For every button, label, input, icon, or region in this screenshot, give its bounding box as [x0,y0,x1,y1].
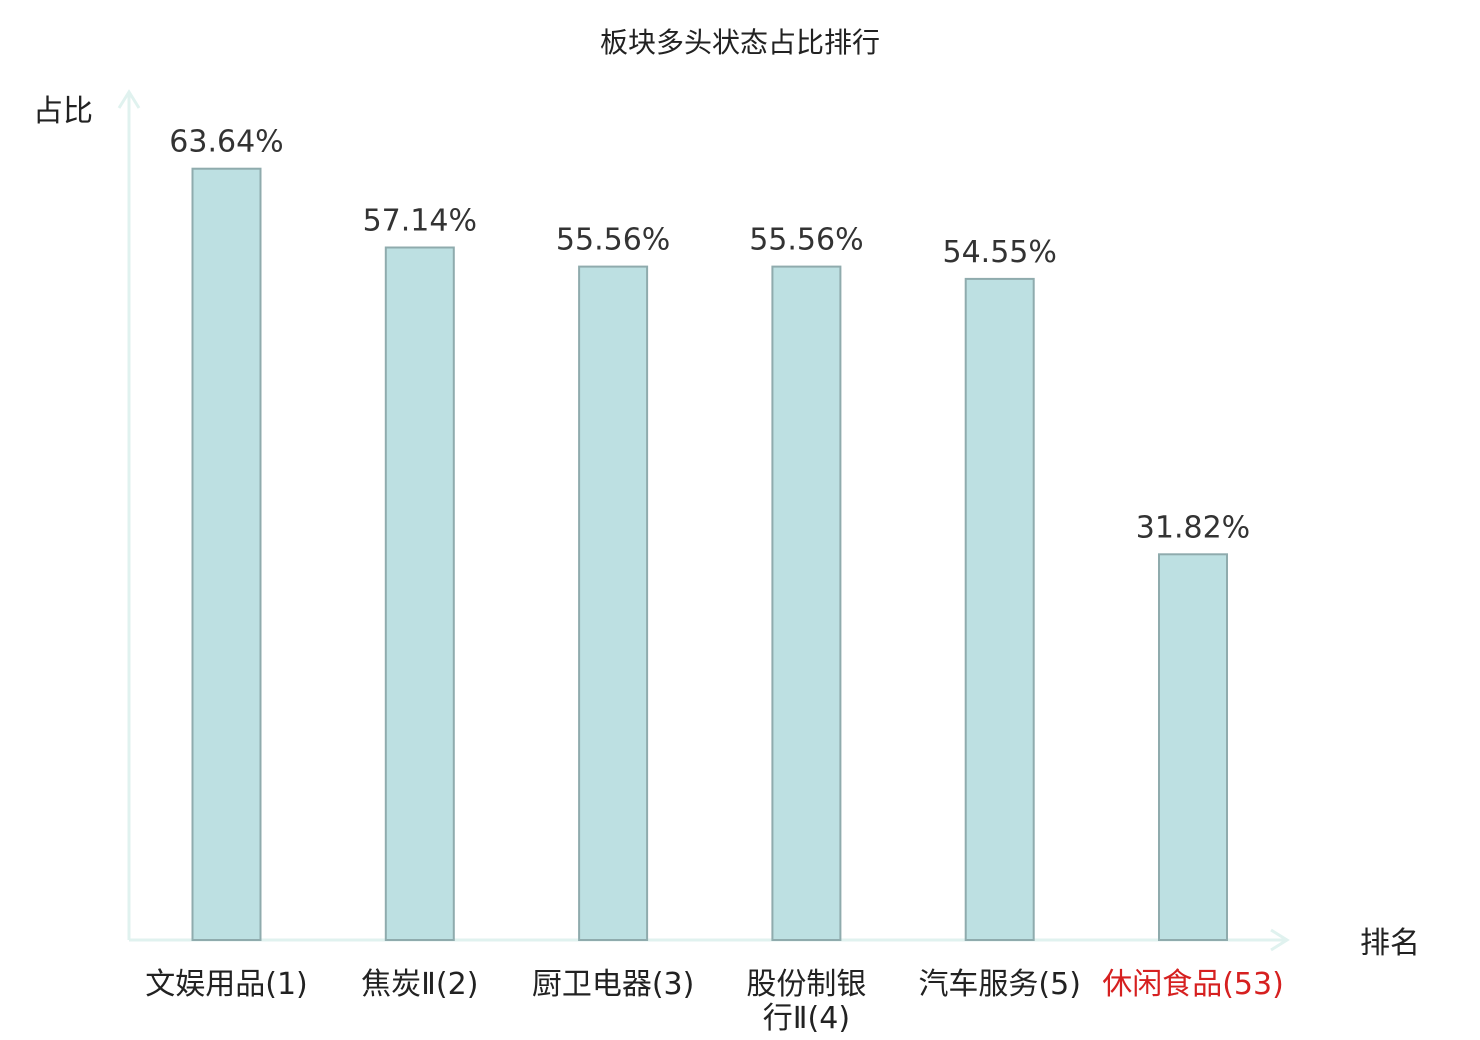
x-axis-label: 排名 [1360,926,1420,961]
bar-2 [384,246,455,941]
bars-group [191,167,1228,942]
category-label-5: 汽车服务(5) [918,967,1081,1002]
y-axis-arrow [117,89,141,109]
bar-1 [191,167,262,941]
category-label-2: 焦炭Ⅱ(2) [361,967,478,1002]
y-axis-label: 占比 [33,94,93,129]
value-label-5: 54.55% [943,235,1057,270]
bar-4 [771,265,842,942]
value-label-6: 31.82% [1136,510,1250,545]
bar-3 [578,265,649,942]
value-label-2: 57.14% [363,204,477,239]
bar-5 [964,277,1035,941]
category-label-3: 厨卫电器(3) [532,967,695,1002]
value-labels-group: 63.64% 57.14% 55.56% 55.56% 54.55% 31.82% [169,125,1250,546]
chart-title: 板块多头状态占比排行 [600,26,880,59]
category-label-1: 文娱用品(1) [145,967,308,1002]
category-label-6: 休闲食品(53) [1102,967,1284,1002]
category-label-4-line-1: 股份制银 [746,967,866,1002]
bar-6 [1158,553,1228,941]
value-label-3: 55.56% [556,223,670,258]
value-label-1: 63.64% [169,125,283,160]
category-label-4-line-2: 行Ⅱ(4) [763,1001,850,1036]
value-label-4: 55.56% [749,223,863,258]
x-axis-arrow [1270,928,1290,952]
